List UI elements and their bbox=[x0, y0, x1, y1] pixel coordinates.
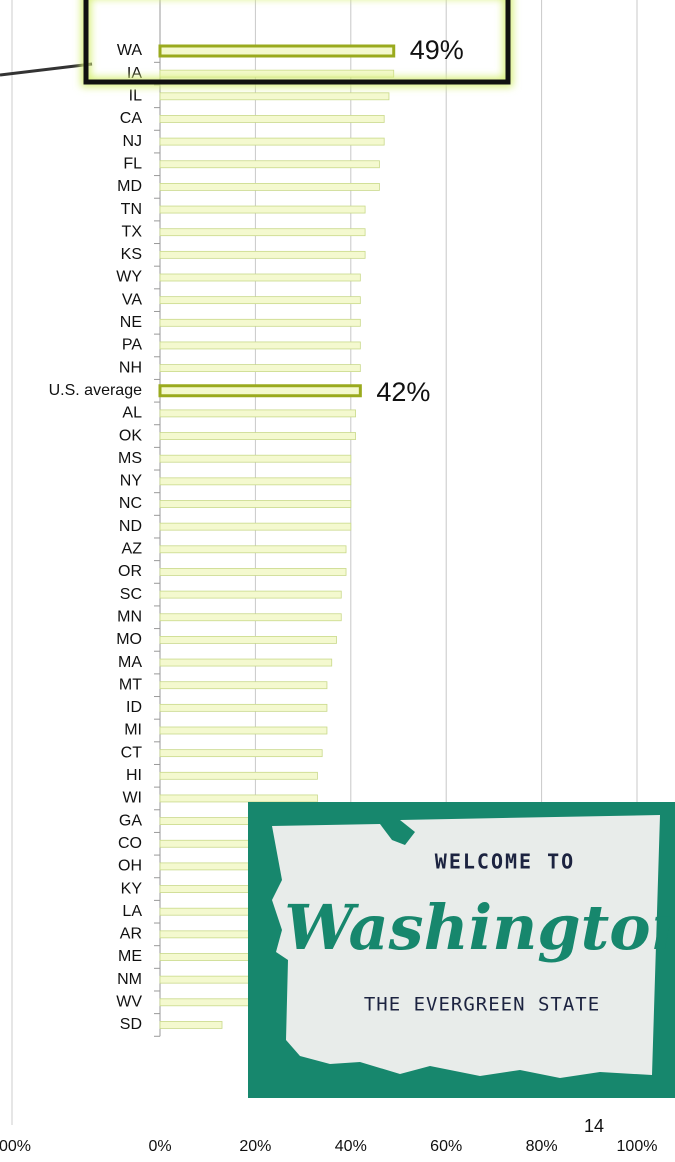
bar bbox=[159, 250, 366, 259]
left-axis-fragment: 00% bbox=[0, 1138, 31, 1155]
y-tick-label: SC bbox=[120, 586, 142, 603]
bar bbox=[159, 341, 361, 350]
sign-image: WELCOME TO Washington THE EVERGREEN STAT… bbox=[248, 802, 675, 1098]
y-tick-label: MT bbox=[119, 676, 142, 693]
y-tick-label: SD bbox=[120, 1016, 142, 1033]
sign-line3: THE EVERGREEN STATE bbox=[364, 994, 600, 1016]
y-tick-label: NJ bbox=[122, 133, 142, 150]
y-tick-label: MD bbox=[117, 178, 142, 195]
bar bbox=[159, 658, 333, 667]
callout-line bbox=[0, 62, 93, 77]
value-label: 42% bbox=[376, 377, 430, 407]
y-tick-label: CO bbox=[118, 835, 142, 852]
page-number: 14 bbox=[584, 1116, 604, 1136]
y-tick-label: KS bbox=[121, 246, 142, 263]
bar bbox=[159, 205, 366, 214]
y-tick-label: NM bbox=[117, 971, 142, 988]
bar bbox=[159, 794, 318, 803]
bar bbox=[159, 545, 347, 554]
bar bbox=[159, 296, 361, 305]
y-tick-label: VA bbox=[122, 291, 142, 308]
value-label: 49% bbox=[410, 35, 464, 65]
y-tick-label: CA bbox=[120, 110, 143, 127]
y-tick-label: ID bbox=[126, 699, 142, 716]
y-tick-label: AZ bbox=[122, 541, 143, 558]
y-tick-label: WY bbox=[116, 269, 142, 286]
y-tick-label: CT bbox=[121, 744, 143, 761]
sign-line1: WELCOME TO bbox=[435, 850, 575, 874]
bar bbox=[159, 500, 352, 508]
y-tick-label: ME bbox=[118, 948, 142, 965]
y-tick-label: AL bbox=[122, 405, 142, 422]
y-tick-label: WV bbox=[116, 994, 142, 1011]
bar bbox=[159, 636, 337, 644]
sign-line2: Washington bbox=[284, 891, 675, 964]
bar bbox=[159, 364, 361, 373]
bar bbox=[158, 44, 396, 58]
bar bbox=[159, 182, 380, 191]
x-tick-label: 40% bbox=[335, 1138, 367, 1155]
bar bbox=[159, 454, 352, 463]
bar bbox=[159, 115, 385, 123]
y-tick-label: GA bbox=[119, 812, 142, 829]
bar bbox=[159, 92, 390, 101]
bar bbox=[159, 771, 318, 780]
y-tick-label: OK bbox=[119, 427, 142, 444]
x-tick-label: 20% bbox=[239, 1138, 271, 1155]
bar bbox=[159, 703, 328, 712]
bar bbox=[159, 228, 366, 237]
y-tick-label: HI bbox=[126, 767, 142, 784]
sign-shape bbox=[272, 815, 660, 1078]
y-tick-label: AR bbox=[120, 926, 142, 943]
y-tick-label: IL bbox=[129, 88, 142, 105]
bar bbox=[159, 137, 385, 146]
y-tick-label: NE bbox=[120, 314, 142, 331]
highlight-box bbox=[83, 0, 511, 85]
y-tick-label: PA bbox=[122, 337, 142, 354]
y-tick-label: MA bbox=[118, 654, 142, 671]
y-tick-label: NC bbox=[119, 495, 142, 512]
bar bbox=[159, 409, 356, 418]
x-tick-label: 0% bbox=[148, 1138, 171, 1155]
y-tick-label: TN bbox=[121, 201, 142, 218]
y-tick-label: MS bbox=[118, 450, 142, 467]
x-tick-label: 100% bbox=[617, 1138, 658, 1155]
bar bbox=[159, 273, 361, 282]
y-tick-label: MI bbox=[124, 722, 142, 739]
bar bbox=[159, 160, 380, 169]
bar bbox=[159, 681, 328, 690]
bar bbox=[159, 726, 328, 735]
bar bbox=[158, 384, 362, 398]
y-tick-label: WA bbox=[117, 42, 143, 59]
y-tick-label: FL bbox=[123, 155, 142, 172]
y-tick-label: KY bbox=[121, 880, 143, 897]
bar bbox=[159, 590, 342, 599]
y-tick-label: MO bbox=[116, 631, 142, 648]
bar bbox=[159, 568, 347, 576]
bar bbox=[159, 432, 356, 440]
y-tick-label: WI bbox=[122, 790, 142, 807]
bar bbox=[159, 613, 342, 622]
bar bbox=[159, 69, 395, 78]
bar bbox=[159, 318, 361, 327]
x-tick-label: 80% bbox=[526, 1138, 558, 1155]
y-tick-label: OR bbox=[118, 563, 142, 580]
y-tick-label: ND bbox=[119, 518, 142, 535]
y-tick-label: TX bbox=[122, 223, 143, 240]
bar bbox=[159, 749, 323, 758]
y-tick-label: U.S. average bbox=[49, 382, 142, 399]
y-tick-label: MN bbox=[117, 608, 142, 625]
y-tick-label: NY bbox=[120, 473, 143, 490]
y-tick-label: OH bbox=[118, 858, 142, 875]
y-tick-label: LA bbox=[122, 903, 142, 920]
bar bbox=[159, 522, 352, 531]
y-tick-label: NH bbox=[119, 359, 142, 376]
bar bbox=[159, 1021, 223, 1029]
bar bbox=[159, 477, 352, 486]
x-tick-label: 60% bbox=[430, 1138, 462, 1155]
